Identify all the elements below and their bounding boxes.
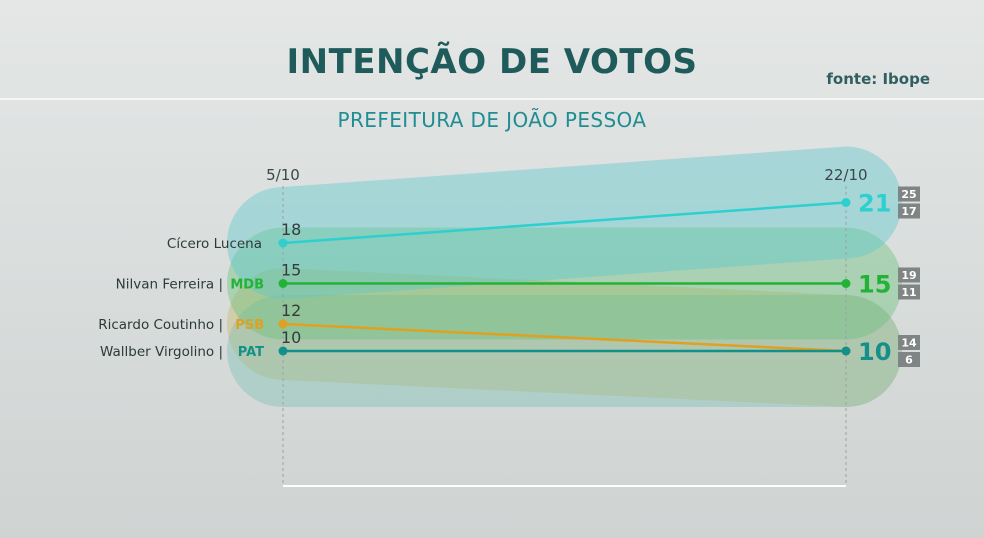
series-labels: 18 Cícero Lucena 15 MDB Nilvan Ferreira | 12 P… [98,186,920,367]
end-value-label: 21 [858,190,891,218]
range-upper-badge [898,335,920,350]
data-point-start [278,279,288,288]
date-label-start: 5/10 [266,166,300,184]
data-point-end [841,279,851,288]
confidence-bands [227,146,903,407]
start-value-label: 15 [281,261,301,280]
range-lower-value: 17 [901,205,916,218]
party-label: PAT [238,345,264,360]
date-guides [282,186,847,487]
date-label-end: 22/10 [824,166,867,184]
range-lower-badge [898,203,920,219]
start-value-label: 10 [281,328,301,347]
data-point-start [278,319,288,329]
chart-subtitle: PREFEITURA DE JOÃO PESSOA [337,108,647,132]
data-point-start [278,238,288,248]
title-divider [0,98,984,100]
range-upper-badge [898,267,920,283]
range-lower-value: 6 [905,354,913,367]
candidate-name: Wallber Virgolino | [100,344,223,360]
party-label: MDB [230,278,264,293]
range-lower-value: 11 [901,286,916,299]
candidate-name: Cícero Lucena [167,236,262,252]
range-lower-badge [898,284,920,300]
series-line [282,201,847,245]
end-value-label: 15 [858,271,891,299]
range-upper-value: 25 [901,188,916,201]
data-point-end [841,198,851,207]
range-upper-badge [898,186,920,202]
candidate-name: Ricardo Coutinho | [98,317,223,333]
range-lower-badge [898,352,920,367]
chart-title: INTENÇÃO DE VOTOS [286,42,698,82]
start-value-label: 18 [281,220,301,239]
party-label: PSB [235,318,264,333]
series-lines [278,198,851,356]
candidate-name: Nilvan Ferreira | [116,277,223,293]
source-label: fonte: Ibope [826,70,930,88]
end-value-label: 10 [858,338,891,366]
start-value-label: 12 [281,301,301,320]
data-point-end [841,346,851,356]
series-line [282,322,847,353]
data-point-start [278,346,288,356]
range-upper-value: 19 [901,269,916,282]
range-upper-value: 14 [901,337,917,350]
